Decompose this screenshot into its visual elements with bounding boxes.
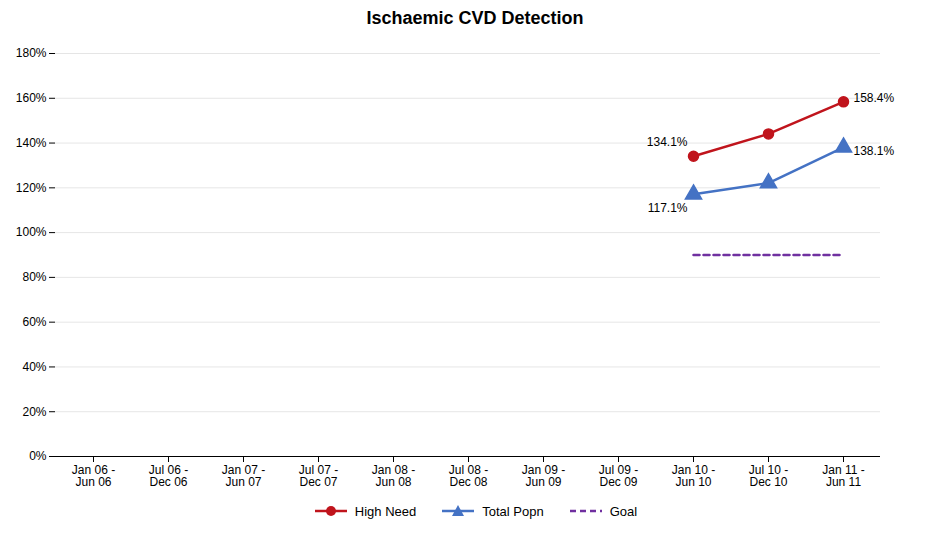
svg-text:158.4%: 158.4% [854, 91, 895, 105]
svg-text:60%: 60% [22, 315, 46, 329]
svg-text:Jan 11 -Jun 11: Jan 11 -Jun 11 [822, 463, 864, 489]
html-text:Goal: Goal [609, 503, 638, 519]
svg-text:Jan 10 -Jun 10: Jan 10 -Jun 10 [672, 463, 715, 489]
svg-text:134.1%: 134.1% [647, 135, 688, 149]
svg-text:117.1%: 117.1% [648, 201, 688, 215]
svg-text:140%: 140% [16, 136, 47, 150]
svg-text:160%: 160% [16, 91, 47, 105]
svg-text:Jul 10 -Dec 10: Jul 10 -Dec 10 [749, 463, 788, 489]
svg-text:100%: 100% [16, 225, 47, 239]
svg-text:40%: 40% [22, 360, 46, 374]
svg-text:Jan 08 -Jun 08: Jan 08 -Jun 08 [372, 463, 415, 489]
svg-text:Jan 06 -Jun 06: Jan 06 -Jun 06 [72, 463, 115, 489]
svg-text:138.1%: 138.1% [854, 144, 895, 158]
svg-text:20%: 20% [22, 405, 46, 419]
html-text:Ischaemic CVD Detection: Ischaemic CVD Detection [366, 8, 584, 28]
html-text:High Need: High Need [354, 503, 417, 519]
svg-text:180%: 180% [16, 46, 47, 60]
svg-text:Jul 08 -Dec 08: Jul 08 -Dec 08 [449, 463, 488, 489]
svg-text:Jan 09 -Jun 09: Jan 09 -Jun 09 [522, 463, 565, 489]
html-text:Total Popn: Total Popn [482, 503, 544, 519]
svg-text:0%: 0% [29, 449, 47, 463]
svg-text:Jul 06 -Dec 06: Jul 06 -Dec 06 [149, 463, 188, 489]
svg-text:120%: 120% [16, 181, 47, 195]
svg-text:Jul 07 -Dec 07: Jul 07 -Dec 07 [299, 463, 338, 489]
svg-text:80%: 80% [22, 270, 46, 284]
svg-text:Jan 07 -Jun 07: Jan 07 -Jun 07 [222, 463, 265, 489]
svg-text:Jul 09 -Dec 09: Jul 09 -Dec 09 [599, 463, 638, 489]
